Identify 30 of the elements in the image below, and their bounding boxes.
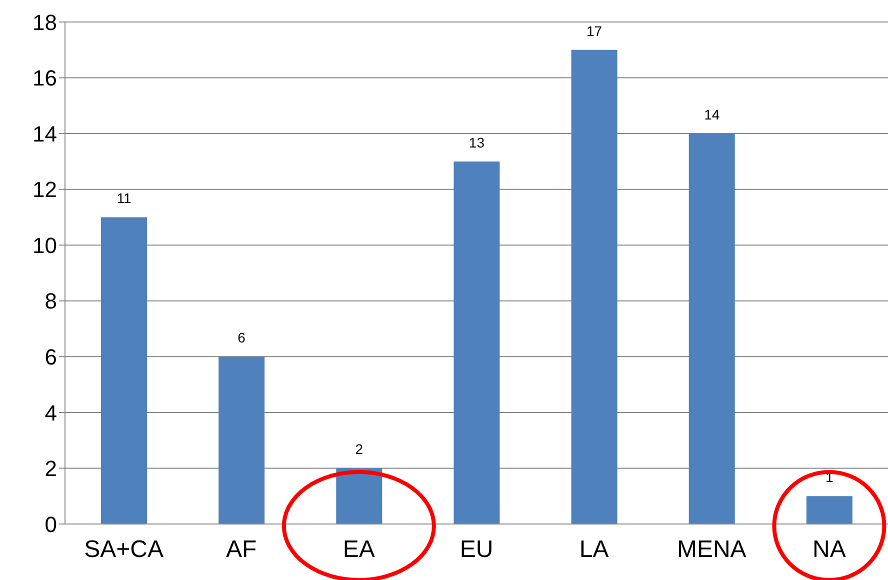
y-tick-label: 10: [32, 232, 57, 258]
data-label: 2: [355, 441, 364, 458]
bar: [454, 161, 500, 524]
y-tick-label: 18: [32, 10, 57, 35]
bar: [571, 50, 618, 524]
bar: [688, 134, 735, 524]
bar: [218, 356, 265, 524]
x-tick-label: SA+CA: [84, 536, 164, 564]
y-tick-label: 14: [32, 121, 57, 146]
y-tick-label: 12: [32, 177, 57, 202]
data-label: 14: [704, 106, 720, 123]
x-tick-label: MENA: [676, 536, 746, 564]
data-label: 13: [468, 134, 485, 150]
bar: [101, 217, 147, 524]
x-tick-label: AF: [226, 536, 257, 564]
data-label: 17: [586, 22, 602, 39]
y-tick-label: 4: [44, 400, 57, 426]
y-tick-label: 6: [44, 344, 57, 370]
bar: [336, 468, 382, 524]
y-tick-label: 8: [44, 288, 57, 314]
x-tick-label: LA: [579, 536, 609, 564]
bar: [806, 496, 852, 524]
x-tick-label: EA: [342, 536, 375, 564]
data-label: 6: [238, 330, 246, 346]
y-tick-label: 2: [44, 456, 57, 482]
data-label: 11: [116, 190, 132, 206]
y-tick-label: 0: [44, 512, 57, 537]
x-tick-label: EU: [460, 536, 494, 564]
y-tick-label: 16: [32, 66, 57, 91]
x-tick-label: NA: [812, 536, 846, 564]
